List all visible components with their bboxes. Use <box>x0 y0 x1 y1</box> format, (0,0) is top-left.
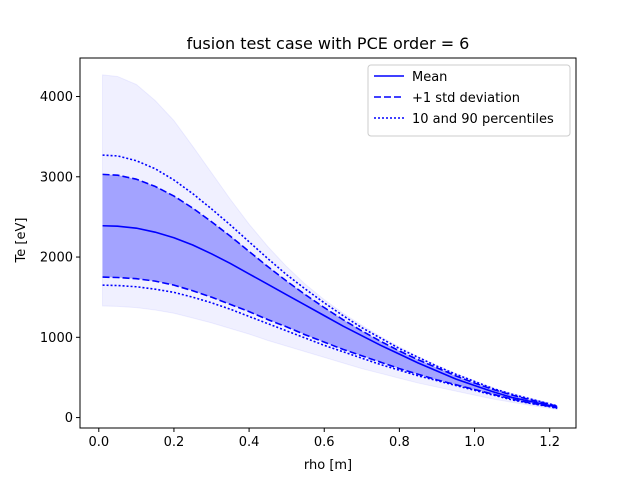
series-line-0 <box>102 224 558 408</box>
y-tick-label: 0 <box>65 411 73 426</box>
x-tick-label: 0.2 <box>164 435 185 450</box>
axes-frame <box>79 57 577 429</box>
legend-label-1: +1 std deviation <box>412 91 520 106</box>
y-axis-label: Te [eV] <box>14 218 29 264</box>
legend-label-0: Mean <box>412 70 447 85</box>
band-std-deviation <box>102 174 558 408</box>
x-tick-label: 1.0 <box>464 435 485 450</box>
x-tick-label: 0.4 <box>239 435 260 450</box>
x-tick-label: 0.0 <box>88 435 109 450</box>
legend-box <box>367 64 571 137</box>
band-min-max <box>102 74 558 411</box>
x-axis-label: rho [m] <box>304 458 352 473</box>
chart-title: fusion test case with PCE order = 6 <box>187 34 470 53</box>
x-tick-label: 0.6 <box>314 435 335 450</box>
legend-label-3: 10 and 90 percentiles <box>412 112 554 127</box>
x-tick-label: 0.8 <box>389 435 410 450</box>
plot-area <box>79 57 577 429</box>
axis-ticks: 0.0 0.2 0.4 0.6 0.8 1.0 1.2 0 1000 2000 3000 4000 <box>40 90 560 450</box>
series-line-4 <box>102 284 558 410</box>
series-line-1 <box>102 173 558 408</box>
x-tick-label: 1.2 <box>539 435 560 450</box>
y-tick-label: 2000 <box>40 251 73 266</box>
y-tick-label: 1000 <box>40 331 73 346</box>
legend: Mean +1 std deviation 10 and 90 percentile… <box>367 64 571 137</box>
series-line-3 <box>102 154 558 407</box>
y-tick-label: 4000 <box>40 90 73 105</box>
y-tick-label: 3000 <box>40 170 73 185</box>
